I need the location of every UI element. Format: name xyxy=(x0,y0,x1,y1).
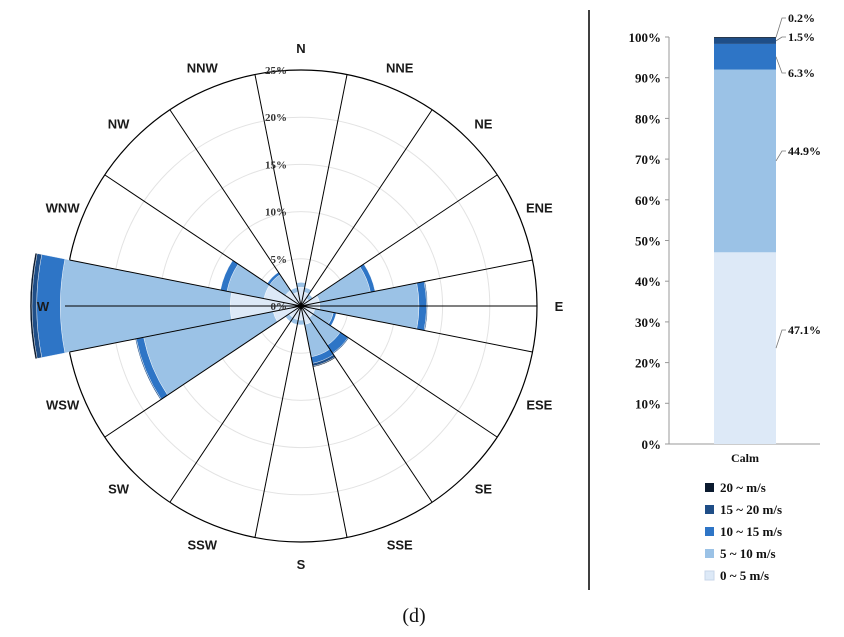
rose-wedge xyxy=(296,282,306,288)
legend-swatch xyxy=(705,505,714,514)
direction-label: SE xyxy=(475,481,493,496)
y-tick-label: 60% xyxy=(635,193,661,208)
x-category-label: Calm xyxy=(731,451,759,465)
direction-label: NE xyxy=(474,117,492,132)
bar-data-label: 0.2% xyxy=(788,11,815,25)
sector-line xyxy=(254,305,302,538)
bar-data-label: 1.5% xyxy=(788,30,815,44)
bar-segment xyxy=(714,37,776,44)
bar-segment xyxy=(714,43,776,70)
leader-line xyxy=(775,329,786,349)
direction-label: WSW xyxy=(46,398,80,413)
y-tick-label: 30% xyxy=(635,315,661,330)
sector-line xyxy=(104,174,302,307)
direction-label: NW xyxy=(108,117,130,132)
sector-line xyxy=(300,305,498,438)
direction-label: SSW xyxy=(187,537,217,552)
direction-label: NNE xyxy=(386,61,414,76)
sector-line xyxy=(69,305,302,353)
direction-label: ENE xyxy=(526,200,553,215)
direction-label: N xyxy=(296,41,305,56)
y-tick-label: 80% xyxy=(635,111,661,126)
legend-swatch xyxy=(704,570,715,581)
y-tick-label: 0% xyxy=(642,437,662,452)
legend-swatch xyxy=(705,483,714,492)
legend-swatch xyxy=(705,527,714,536)
bar-segment xyxy=(714,37,776,38)
radial-tick-label: 0% xyxy=(271,301,288,313)
leader-line xyxy=(775,17,786,38)
radial-tick-label: 25% xyxy=(265,65,287,77)
radial-tick-label: 20% xyxy=(265,112,287,124)
direction-label: S xyxy=(297,557,306,572)
sector-line xyxy=(69,259,302,307)
sector-line xyxy=(169,305,302,503)
y-tick-label: 40% xyxy=(635,274,661,289)
direction-label: NNW xyxy=(187,61,219,76)
sector-line xyxy=(300,109,433,307)
legend-label: 10 ~ 15 m/s xyxy=(720,524,782,539)
bar-segment xyxy=(714,69,776,253)
direction-label: ESE xyxy=(526,398,552,413)
figure-caption: (d) xyxy=(402,605,425,627)
sector-line xyxy=(169,109,302,307)
rose-wedge xyxy=(29,252,38,360)
direction-label: W xyxy=(37,299,50,314)
legend: 20 ~ m/s 15 ~ 20 m/s 10 ~ 15 m/s 5 ~ 10 m/s… xyxy=(704,480,782,583)
y-tick-label: 90% xyxy=(635,71,661,86)
y-tick-label: 50% xyxy=(635,234,661,249)
wind-rose-chart: 0% 5% 10% 15% 20% 25% N NNE NE ENE E ESE SE SSE S SSW SW… xyxy=(29,41,564,572)
sector-line xyxy=(300,174,498,307)
direction-label: E xyxy=(555,299,564,314)
stacked-bar-chart: 0% 10% 20% 30% 40% 50% 60% 70% 80% 90% 100% 47.1% 44… xyxy=(629,11,822,465)
sector-line xyxy=(300,305,433,503)
sector-line xyxy=(300,74,348,307)
radial-tick-label: 15% xyxy=(265,159,287,171)
legend-label: 15 ~ 20 m/s xyxy=(720,502,782,517)
direction-label: SW xyxy=(108,481,130,496)
leader-line xyxy=(775,150,786,162)
bar-segment xyxy=(714,252,776,444)
legend-label: 0 ~ 5 m/s xyxy=(720,568,769,583)
bar-data-label: 6.3% xyxy=(788,66,815,80)
y-tick-label: 20% xyxy=(635,356,661,371)
sector-line xyxy=(300,259,533,307)
bar-data-label: 44.9% xyxy=(788,144,821,158)
sector-line xyxy=(254,74,302,307)
y-tick-label: 70% xyxy=(635,152,661,167)
legend-swatch xyxy=(705,549,714,558)
bar-data-label: 47.1% xyxy=(788,323,821,337)
legend-label: 5 ~ 10 m/s xyxy=(720,546,776,561)
leader-line xyxy=(775,56,786,74)
sector-line xyxy=(104,305,302,438)
y-tick-label: 100% xyxy=(629,30,662,45)
y-tick-label: 10% xyxy=(635,396,661,411)
sector-line xyxy=(300,305,348,538)
radial-tick-label: 5% xyxy=(271,254,288,266)
direction-label: WNW xyxy=(46,200,81,215)
direction-label: SSE xyxy=(387,537,413,552)
sector-line xyxy=(300,305,533,353)
leader-line xyxy=(775,36,786,42)
radial-tick-label: 10% xyxy=(265,207,287,219)
legend-label: 20 ~ m/s xyxy=(720,480,766,495)
